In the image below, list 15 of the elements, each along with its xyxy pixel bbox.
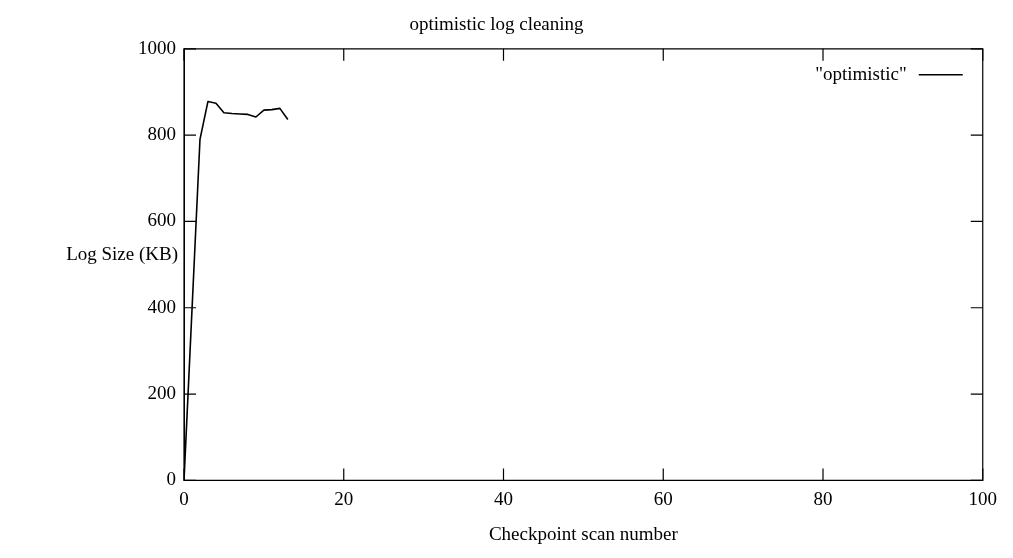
x-tick-label: 40 bbox=[494, 487, 513, 509]
y-axis-title: Log Size (KB) bbox=[66, 242, 178, 265]
legend-label: "optimistic" bbox=[815, 62, 907, 84]
x-axis-title: Checkpoint scan number bbox=[488, 522, 679, 544]
y-tick-label: 800 bbox=[147, 123, 176, 145]
y-tick-label: 1000 bbox=[138, 36, 176, 58]
chart-title: optimistic log cleaning bbox=[409, 13, 585, 35]
y-tick-label: 0 bbox=[166, 468, 176, 490]
x-tick-label: 20 bbox=[334, 487, 354, 509]
x-tick-label: 100 bbox=[968, 487, 997, 509]
y-tick-label: 400 bbox=[147, 295, 176, 317]
x-tick-label: 80 bbox=[813, 487, 833, 509]
x-tick-label: 60 bbox=[653, 487, 673, 509]
y-tick-label: 600 bbox=[147, 209, 176, 231]
y-tick-label: 200 bbox=[147, 382, 176, 404]
